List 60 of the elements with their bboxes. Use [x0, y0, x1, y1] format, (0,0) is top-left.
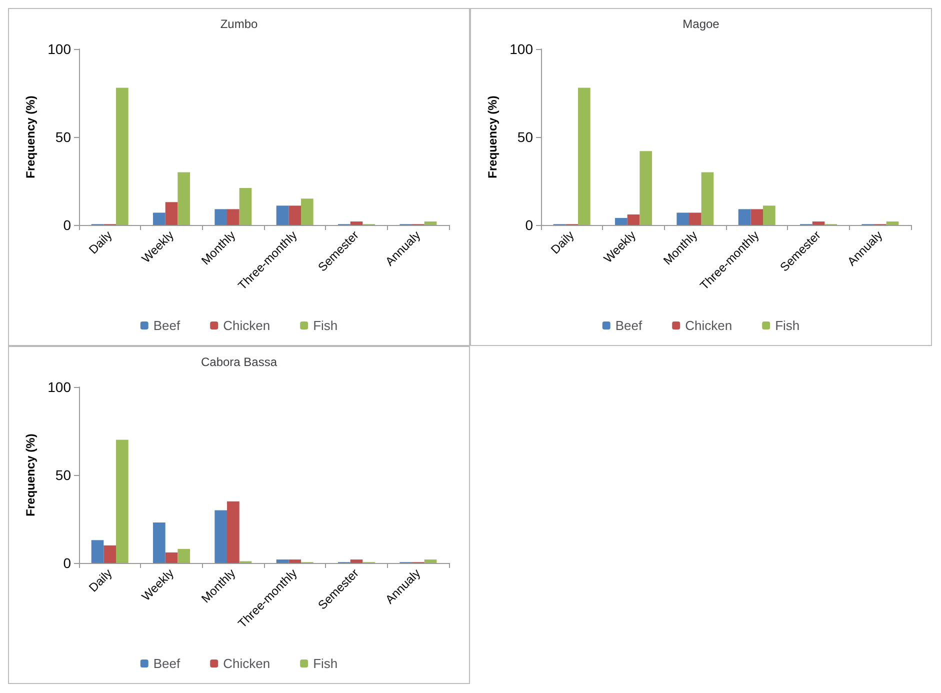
y-tick-label: 0	[63, 217, 72, 233]
y-tick-label: 50	[55, 467, 72, 483]
bar	[424, 221, 437, 225]
bar	[812, 221, 825, 225]
y-axis-title: Frequency (%)	[24, 434, 38, 516]
bar	[276, 559, 289, 563]
y-tick-label: 100	[48, 379, 72, 395]
legend-label: Fish	[313, 656, 338, 671]
bar	[178, 548, 190, 563]
y-tick-label: 100	[510, 41, 534, 57]
bar	[104, 545, 116, 563]
bar	[153, 522, 166, 563]
bar	[615, 218, 628, 225]
bar	[301, 198, 314, 225]
bar	[689, 212, 702, 225]
y-axis-title: Frequency (%)	[486, 96, 500, 178]
bar	[627, 214, 640, 225]
bar	[350, 559, 363, 563]
bar	[239, 188, 252, 225]
bar	[424, 559, 437, 563]
bar	[276, 206, 289, 225]
legend-label: Chicken	[223, 318, 270, 333]
bar	[165, 202, 178, 225]
bar	[165, 552, 178, 563]
bar	[227, 209, 240, 225]
bar	[214, 209, 227, 225]
legend-label: Chicken	[223, 656, 270, 671]
bar	[676, 212, 689, 225]
bar	[701, 172, 714, 225]
y-tick-label: 50	[517, 129, 534, 145]
bar	[214, 510, 227, 563]
bar	[738, 209, 751, 225]
bar	[288, 206, 301, 225]
bar	[116, 88, 128, 225]
legend-label: Beef	[153, 656, 180, 671]
bar	[178, 172, 190, 225]
bar	[750, 209, 763, 225]
legend-label: Beef	[153, 318, 180, 333]
bar	[578, 88, 590, 225]
bar	[886, 221, 899, 225]
bar	[91, 540, 104, 563]
y-axis-title: Frequency (%)	[24, 96, 38, 178]
y-tick-label: 50	[55, 129, 72, 145]
chart-title: Cabora Bassa	[200, 355, 278, 369]
y-tick-label: 100	[48, 41, 72, 57]
bar	[227, 501, 240, 563]
y-tick-label: 0	[63, 555, 72, 571]
bar	[153, 212, 166, 225]
chart-title: Zumbo	[220, 17, 258, 31]
legend-label: Fish	[313, 318, 338, 333]
legend-label: Beef	[615, 318, 642, 333]
bar	[640, 151, 652, 225]
y-tick-label: 0	[525, 217, 534, 233]
bar	[763, 206, 776, 225]
bar	[288, 559, 301, 563]
legend-label: Chicken	[685, 318, 732, 333]
chart-title: Magoe	[682, 17, 720, 31]
bar	[350, 221, 363, 225]
bar	[116, 440, 128, 563]
legend-label: Fish	[775, 318, 800, 333]
